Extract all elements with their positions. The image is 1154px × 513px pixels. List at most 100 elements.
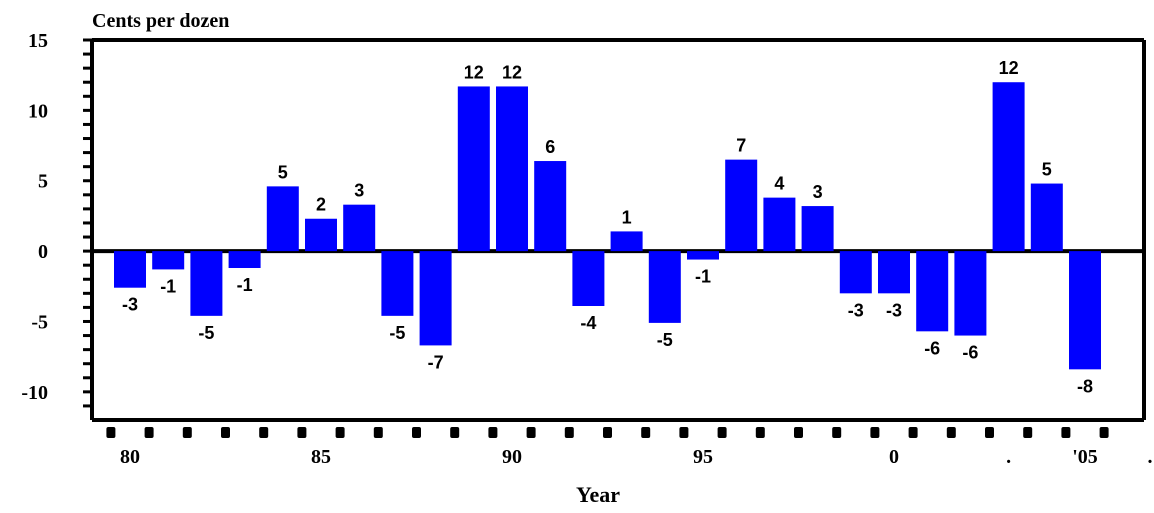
bar-value-label: 12 [502,62,522,82]
bar-value-label: -3 [848,300,864,320]
x-tick [832,427,842,438]
x-tick-label: 90 [502,446,522,468]
bar [687,251,719,260]
bar [496,86,528,252]
x-tick [679,427,689,438]
bar-value-label: 2 [316,195,326,215]
bar [381,251,414,316]
x-tick [1061,427,1071,438]
x-tick-label: 0 [889,446,899,468]
x-tick [641,427,651,438]
x-axis: 80 85 90 95 0. '05. [106,427,1152,468]
bar [801,206,834,252]
y-axis: 15 10 5 0 -5 -10 [21,30,94,420]
x-tick [564,427,574,438]
bar [343,204,376,252]
bar-value-label: 5 [278,162,288,182]
bar-value-label: -7 [428,352,444,372]
bar [954,251,987,336]
x-tick [488,427,498,438]
bar [457,86,490,252]
bar [305,218,337,252]
y-tick-label: 10 [28,100,48,122]
bar [839,251,872,294]
bar-value-label: -5 [389,323,405,343]
bar [534,161,567,252]
x-tick-label: '05 [1072,446,1098,468]
x-tick-label: . [1147,446,1152,468]
bar-value-label: -1 [695,267,711,287]
y-tick-label: -5 [31,311,48,333]
x-tick [373,427,383,438]
bar [228,251,261,268]
x-tick-label: 85 [311,446,331,468]
bar [572,251,605,306]
bar-value-label: 5 [1042,160,1052,180]
x-axis-title: Year [576,482,620,507]
x-tick [946,427,956,438]
x-tick [1099,427,1109,438]
bar-value-label: -4 [580,313,596,333]
x-tick [106,427,116,438]
x-tick [335,427,345,438]
bar [992,82,1025,252]
y-tick-label: -10 [21,382,48,404]
x-tick [144,427,154,438]
y-tick-label: 15 [28,30,48,52]
bar-value-label: 6 [545,137,555,157]
bar [763,197,796,252]
bar-value-label: 3 [813,182,823,202]
bar-value-label: 7 [736,136,746,156]
bar [610,231,643,252]
plot-area [92,38,1146,422]
bar [266,186,299,252]
bar-value-label: -1 [237,275,253,295]
x-tick [1023,427,1033,438]
bar-value-label: 12 [999,58,1019,78]
x-tick [908,427,918,438]
bar-value-label: -3 [122,295,138,315]
bar-value-label: 4 [774,174,784,194]
bar [419,251,452,346]
x-tick [717,427,727,438]
bar-value-label: -1 [160,276,176,296]
x-tick [182,427,192,438]
y-tick-label: 0 [38,241,48,263]
x-tick [870,427,880,438]
bar [725,159,758,252]
x-tick-label: 95 [693,446,713,468]
bars [114,82,1101,370]
x-tick-label: . [1006,446,1011,468]
x-tick [794,427,803,438]
bar-value-label: 3 [354,181,364,201]
bar-value-label: -3 [886,300,902,320]
x-tick [221,427,230,438]
x-tick [297,427,307,438]
x-tick [412,427,421,438]
bar-labels: -3 -1 -5 -1 5 2 3 -5 -7 12 12 6 -4 1 -5 -1 7 4 3 -3 -3 -6 -6 12… [122,58,1093,396]
bar [1030,183,1063,252]
bar-value-label: -5 [657,330,673,350]
bar-value-label: -8 [1077,376,1093,396]
x-tick [985,427,994,438]
bar [190,251,223,316]
bar [916,251,949,332]
bar [1069,251,1101,370]
y-axis-title: Cents per dozen [92,10,229,32]
bar-value-label: -6 [924,338,940,358]
x-tick [603,427,612,438]
bar-value-label: 1 [622,207,632,227]
x-tick-label: 80 [120,446,140,468]
x-tick [755,427,765,438]
y-tick-label: 5 [38,171,48,193]
bar-value-label: -5 [198,323,214,343]
bar [648,251,681,323]
bar [878,251,910,294]
x-tick [259,427,269,438]
x-tick [526,427,536,438]
bar [114,251,146,288]
bar [152,251,185,270]
bar-value-label: -6 [962,343,978,363]
bar-value-label: 12 [464,62,484,82]
